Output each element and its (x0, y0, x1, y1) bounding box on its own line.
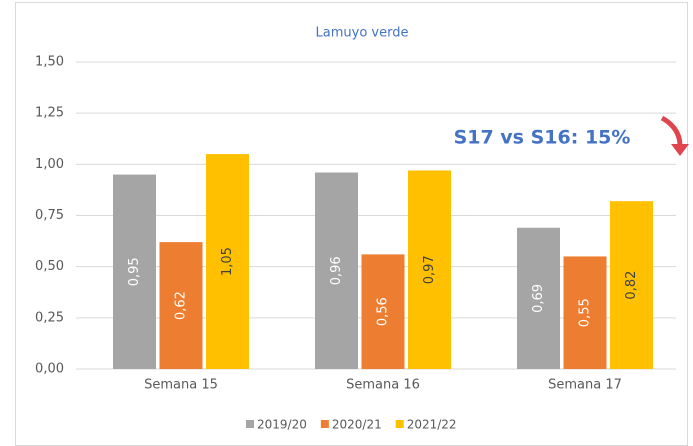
y-tick-label: 0,50 (35, 259, 64, 274)
value-label: 1,05 (220, 247, 235, 276)
x-tick-label: Semana 15 (144, 378, 218, 393)
y-tick-label: 0,00 (35, 362, 64, 377)
value-label: 0,97 (422, 255, 437, 284)
x-tick-label: Semana 16 (346, 378, 420, 393)
chart-title: Lamuyo verde (316, 26, 409, 41)
legend-swatch (246, 420, 254, 428)
y-tick-label: 1,25 (35, 106, 64, 121)
value-label: 0,82 (624, 271, 639, 300)
y-tick-label: 0,25 (35, 310, 64, 325)
bar (408, 170, 451, 369)
annotation-arrow (660, 115, 683, 147)
legend-label: 2020/21 (332, 418, 382, 432)
legend-label: 2021/22 (407, 418, 457, 432)
bar (610, 201, 653, 369)
value-label: 0,69 (531, 284, 546, 313)
legend-label: 2019/20 (257, 418, 307, 432)
bar (206, 154, 249, 369)
bar (315, 172, 358, 369)
annotation-arrowhead (671, 144, 689, 156)
value-label: 0,96 (329, 256, 344, 285)
x-tick-label: Semana 17 (548, 378, 622, 393)
bar (113, 174, 156, 369)
value-label: 0,56 (376, 297, 391, 326)
value-label: 0,55 (578, 298, 593, 327)
y-tick-label: 1,50 (35, 55, 64, 70)
annotation: S17 vs S16: 15% (454, 127, 631, 149)
legend-swatch (395, 420, 404, 428)
bar (159, 242, 203, 369)
y-tick-label: 0,75 (35, 208, 64, 223)
bar (361, 254, 405, 369)
y-tick-label: 1,00 (35, 157, 64, 172)
bar (517, 227, 560, 369)
value-label: 0,95 (127, 257, 142, 286)
bar (563, 256, 607, 369)
value-label: 0,62 (174, 291, 189, 320)
legend-swatch (320, 420, 329, 428)
